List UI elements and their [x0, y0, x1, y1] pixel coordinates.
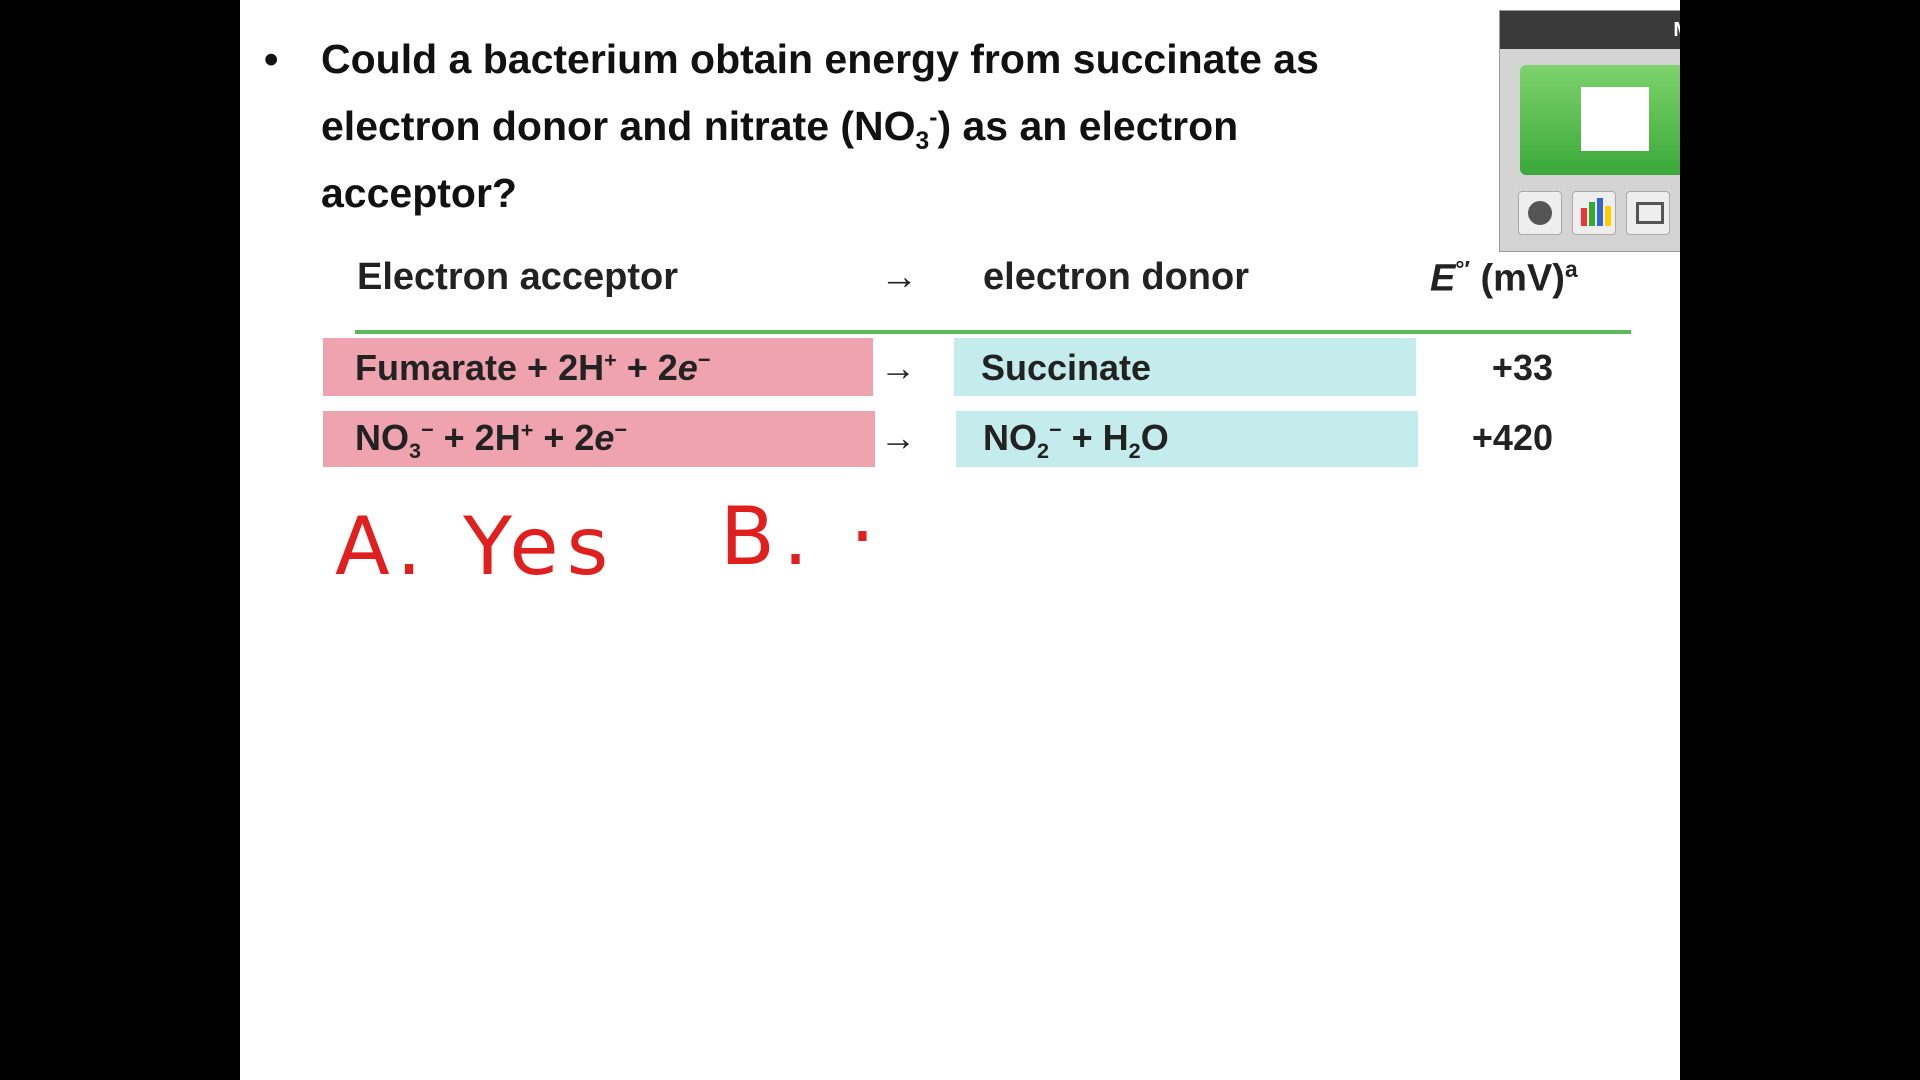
- superscript: −: [421, 417, 434, 442]
- text: ) as an electron: [937, 103, 1239, 149]
- text: Fumarate + 2H: [355, 347, 605, 388]
- donor-cell: [954, 338, 1416, 396]
- bar-icon: [1581, 208, 1587, 226]
- subscript: 2: [1128, 438, 1141, 464]
- text: (mV): [1469, 257, 1565, 300]
- settings-button[interactable]: [1518, 191, 1562, 235]
- stop-icon: [1581, 87, 1649, 151]
- handwritten-answer: B. ·: [720, 490, 884, 583]
- superscript: °′: [1455, 256, 1470, 282]
- text: NO: [355, 417, 409, 458]
- superscript: −: [697, 347, 711, 372]
- question-line: Could a bacterium obtain energy from suc…: [321, 36, 1319, 82]
- slide: • Could a bacterium obtain energy from s…: [240, 0, 1680, 1080]
- donor-cell: [956, 411, 1418, 467]
- donor: Succinate: [981, 347, 1152, 388]
- superscript: a: [1564, 256, 1578, 282]
- header-arrow: →: [880, 256, 918, 298]
- text: e: [594, 417, 615, 458]
- header-donor: electron donor: [983, 256, 1250, 298]
- donor: NO2− + H2O: [983, 417, 1169, 464]
- superscript: +: [520, 417, 534, 442]
- display-button[interactable]: [1626, 191, 1670, 235]
- bar-icon: [1589, 202, 1595, 226]
- acceptor-cell: [323, 411, 875, 467]
- acceptor: Fumarate + 2H+ + 2e−: [355, 347, 710, 389]
- bullet: •: [264, 36, 279, 82]
- potential: +420: [1471, 417, 1553, 458]
- bar-icon: [1597, 198, 1603, 226]
- superscript: -: [929, 104, 938, 132]
- header-acceptor: Electron acceptor: [357, 256, 678, 298]
- text: E: [1430, 257, 1456, 300]
- question-line: electron donor and nitrate (NO3-) as an …: [321, 103, 1238, 156]
- poll-widget: M: [1499, 10, 1680, 252]
- arrow: →: [880, 347, 916, 388]
- text: electron donor and nitrate (NO: [321, 103, 916, 149]
- gear-icon: [1528, 201, 1552, 225]
- question-line: acceptor?: [321, 170, 517, 216]
- text: NO: [983, 417, 1037, 458]
- widget-title[interactable]: M: [1500, 11, 1680, 49]
- text: e: [677, 347, 698, 388]
- potential: +33: [1491, 347, 1553, 388]
- acceptor-cell: [323, 338, 873, 396]
- arrow: →: [880, 417, 916, 458]
- header-potential: E°′ (mV)a: [1430, 256, 1578, 301]
- results-button[interactable]: [1572, 191, 1616, 235]
- text: + 2H: [433, 417, 521, 458]
- superscript: −: [614, 417, 628, 442]
- screen-icon: [1636, 202, 1664, 224]
- start-button[interactable]: [1520, 65, 1680, 175]
- superscript: −: [1049, 417, 1062, 442]
- subscript: 3: [915, 128, 930, 156]
- text: O: [1140, 417, 1169, 458]
- bar-icon: [1605, 206, 1611, 226]
- subscript: 3: [409, 438, 422, 464]
- text: + 2: [616, 347, 678, 388]
- header-rule: [355, 330, 1631, 334]
- subscript: 2: [1037, 438, 1050, 464]
- text: + H: [1061, 417, 1129, 458]
- superscript: +: [604, 347, 617, 372]
- acceptor: NO3− + 2H+ + 2e−: [355, 417, 627, 464]
- handwritten-answer: A. Yes: [335, 500, 617, 593]
- text: + 2: [533, 417, 595, 458]
